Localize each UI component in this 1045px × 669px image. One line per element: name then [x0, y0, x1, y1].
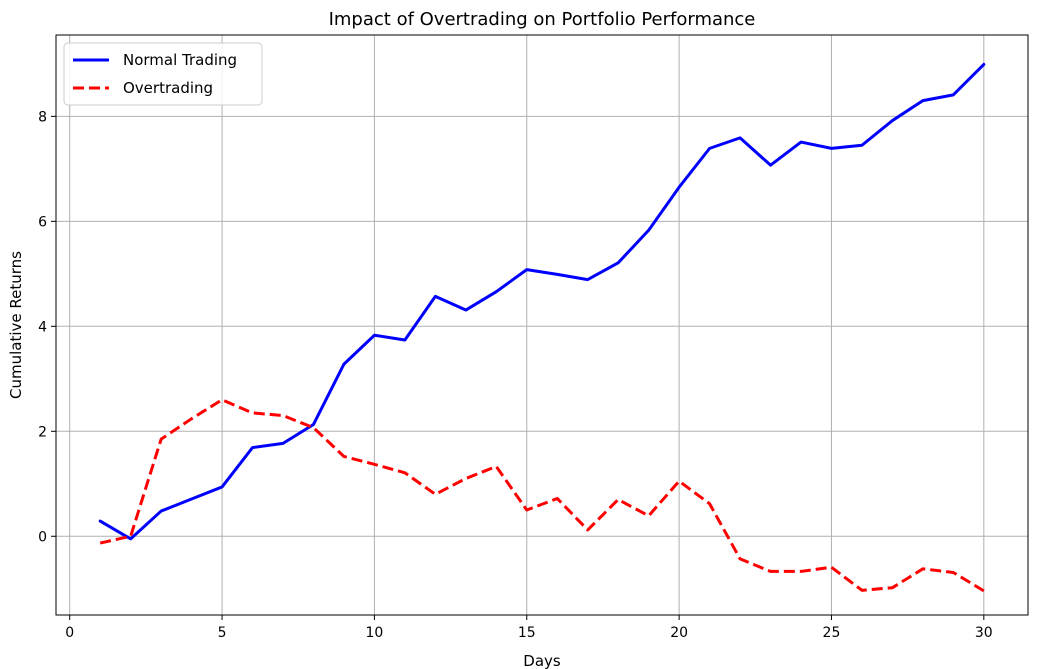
y-axis-label: Cumulative Returns	[7, 251, 25, 399]
series-layer	[98, 62, 986, 593]
x-tick-label: 0	[65, 625, 74, 641]
x-tick-label: 30	[975, 625, 993, 641]
plot-area-frame	[55, 34, 1029, 616]
y-tick-label: 6	[38, 214, 47, 230]
y-tick-label: 2	[38, 424, 47, 440]
x-tick-label: 25	[823, 625, 841, 641]
x-tick-label: 15	[518, 625, 536, 641]
y-tick-label: 8	[38, 109, 47, 125]
y-tick-label: 0	[38, 529, 47, 545]
x-axis-label: Days	[523, 652, 561, 669]
x-tick-label: 5	[218, 625, 227, 641]
axis-ticks: 0 5 10 15 20 25 30 0 2 4 6 8	[38, 109, 993, 641]
legend-label: Overtrading	[123, 79, 213, 97]
x-tick-label: 20	[670, 625, 688, 641]
series-line-normal-trading	[98, 62, 986, 541]
x-tick-label: 10	[365, 625, 383, 641]
legend: Normal Trading Overtrading	[63, 42, 263, 106]
y-tick-label: 4	[38, 319, 47, 335]
chart-title: Impact of Overtrading on Portfolio Perfo…	[329, 9, 756, 30]
legend-label: Normal Trading	[123, 51, 237, 69]
series-line-overtrading	[99, 398, 985, 593]
legend-box	[63, 42, 263, 106]
grid-lines	[56, 35, 1028, 615]
